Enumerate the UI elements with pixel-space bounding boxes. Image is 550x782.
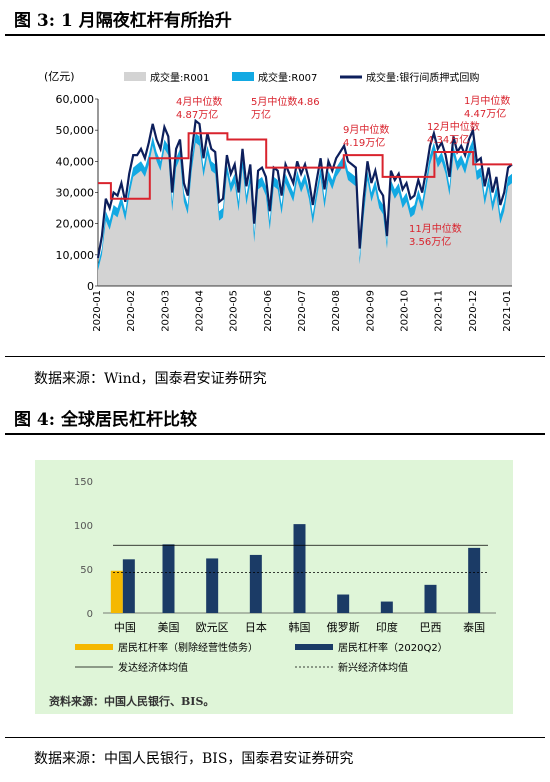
legend-label-2: 成交量:银行间质押式回购 — [366, 71, 479, 84]
x-tick-label: 韩国 — [289, 620, 311, 634]
y-tick-label: 0 — [87, 280, 94, 293]
bar-china-adjusted — [110, 570, 123, 613]
legend-swatch-1 — [232, 72, 254, 81]
title-rule-2 — [5, 433, 545, 435]
legend-label: 居民杠杆率（剔除经营性债务） — [118, 641, 258, 654]
figure4-source: 数据来源：中国人民银行，BIS，国泰君安证券研究 — [34, 751, 354, 767]
x-tick-label: 2020-01 — [92, 290, 103, 332]
bar-leverage — [122, 559, 135, 613]
x-tick-label: 美国 — [158, 621, 180, 634]
x-tick-label: 泰国 — [463, 620, 485, 634]
x-tick-label: 2020-10 — [400, 290, 411, 332]
series-r001 — [98, 142, 512, 286]
x-tick-label: 日本 — [245, 620, 267, 634]
figure4-title: 图 4: 全球居民杠杆比较 — [14, 410, 197, 430]
legend-label: 发达经济体均值 — [118, 661, 188, 674]
x-tick-label: 中国 — [114, 621, 136, 634]
x-tick-label: 2020-08 — [331, 290, 342, 332]
median-annotation: 4.19万亿 — [343, 136, 385, 149]
median-annotation: 4月中位数 — [176, 95, 222, 108]
y-tick-label: 60,000 — [56, 93, 95, 106]
x-tick-label: 2021-01 — [502, 290, 513, 332]
bar-leverage — [293, 524, 306, 613]
legend-swatch-leverage — [295, 644, 333, 650]
series-bank-repo — [96, 118, 513, 259]
bar-leverage — [380, 601, 393, 613]
x-tick-label: 2020-11 — [434, 290, 445, 332]
chart-repo-volume: (亿元) 成交量:R001 成交量:R007 成交量:银行间质押式回购 60,000 50… — [44, 70, 513, 332]
legend-label: 新兴经济体均值 — [338, 661, 408, 674]
y-tick-label: 30,000 — [56, 187, 95, 200]
bar-leverage — [162, 544, 175, 613]
legend-label-0: 成交量:R001 — [150, 71, 209, 84]
x-tick-label: 2020-03 — [160, 290, 171, 332]
x-tick-label: 2020-07 — [297, 290, 308, 332]
bar-leverage — [468, 547, 481, 613]
y-unit-label: (亿元) — [44, 70, 75, 83]
x-tick-label: 巴西 — [420, 621, 442, 634]
x-tick-label: 欧元区 — [196, 621, 229, 634]
median-annotation: 4.87万亿 — [176, 108, 218, 121]
y-tick-label: 50,000 — [56, 124, 95, 137]
y-tick-label: 50 — [80, 565, 93, 576]
chart-household-leverage: 150 100 50 0 中国 美国 欧元区 日本 韩国 俄罗斯 印度 巴西 泰国居民杠杆率（剔除经营性… — [74, 477, 496, 674]
x-tick-label: 2020-04 — [195, 290, 206, 332]
y-tick-label: 10,000 — [56, 249, 95, 262]
x-tick-label: 俄罗斯 — [327, 621, 360, 634]
median-annotation: 万亿 — [251, 108, 271, 121]
legend-swatch-0 — [124, 72, 146, 81]
median-annotation: 1月中位数 — [464, 94, 510, 107]
legend-label-1: 成交量:R007 — [258, 71, 317, 84]
x-tick-label: 2020-02 — [126, 290, 137, 332]
source-divider-2 — [5, 737, 545, 738]
figure4-inner-source: 资料来源：中国人民银行、BIS。 — [49, 695, 215, 708]
y-tick-label: 100 — [74, 521, 93, 532]
legend-label: 居民杠杆率（2020Q2） — [338, 641, 448, 654]
y-tick-label: 20,000 — [56, 218, 95, 231]
x-tick-label: 2020-09 — [365, 290, 376, 332]
x-tick-label: 印度 — [376, 620, 398, 634]
figure3-source: 数据来源：Wind，国泰君安证券研究 — [34, 371, 267, 387]
x-tick-label: 2020-12 — [468, 290, 479, 332]
x-tick-label: 2020-05 — [229, 290, 240, 332]
median-annotation: 4.47万亿 — [464, 107, 506, 120]
x-tick-label: 2020-06 — [263, 290, 274, 332]
legend-swatch-adjusted — [75, 644, 113, 650]
y-tick-label: 0 — [87, 609, 93, 620]
median-annotation: 9月中位数 — [343, 123, 389, 136]
median-annotation: 11月中位数 — [409, 222, 462, 235]
bar-leverage — [424, 584, 437, 613]
source-divider — [5, 356, 545, 357]
bar-leverage — [337, 594, 350, 613]
bar-leverage — [206, 558, 219, 613]
y-tick-label: 150 — [74, 477, 93, 488]
figure3-title: 图 3: 1 月隔夜杠杆有所抬升 — [14, 11, 232, 31]
bar-leverage — [249, 554, 262, 613]
series-monthly-median — [98, 132, 512, 200]
median-annotation: 12月中位数 — [427, 120, 480, 133]
y-tick-label: 40,000 — [56, 155, 95, 168]
title-rule — [5, 34, 545, 36]
median-annotation: 5月中位数4.86 — [251, 95, 320, 108]
median-annotation: 3.56万亿 — [409, 235, 451, 248]
median-annotation: 4.34万亿 — [427, 133, 469, 146]
